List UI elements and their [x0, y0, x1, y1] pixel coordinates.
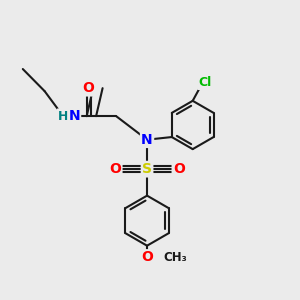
- Text: H: H: [58, 110, 68, 123]
- Text: N: N: [68, 109, 80, 123]
- Text: Cl: Cl: [198, 76, 212, 89]
- Text: CH₃: CH₃: [163, 251, 187, 264]
- Text: O: O: [141, 250, 153, 265]
- Text: S: S: [142, 162, 152, 176]
- Text: O: O: [173, 162, 185, 176]
- Text: O: O: [82, 81, 94, 95]
- Text: O: O: [109, 162, 121, 176]
- Text: N: N: [141, 133, 153, 147]
